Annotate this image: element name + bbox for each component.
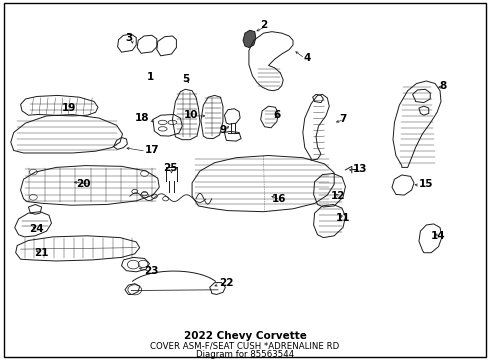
Text: 22: 22 xyxy=(220,278,234,288)
Text: 25: 25 xyxy=(163,163,178,174)
Text: 24: 24 xyxy=(29,224,44,234)
Text: 6: 6 xyxy=(273,110,280,120)
Text: 23: 23 xyxy=(144,266,158,276)
Text: 4: 4 xyxy=(304,53,311,63)
Text: 8: 8 xyxy=(440,81,447,91)
Text: 16: 16 xyxy=(272,194,287,204)
Text: COVER ASM-F/SEAT CUSH *ADRENALINE RD: COVER ASM-F/SEAT CUSH *ADRENALINE RD xyxy=(150,341,340,350)
Polygon shape xyxy=(243,30,256,48)
Text: 5: 5 xyxy=(183,74,190,84)
Text: 13: 13 xyxy=(353,164,368,174)
Text: 15: 15 xyxy=(419,179,434,189)
Text: Diagram for 85563544: Diagram for 85563544 xyxy=(196,350,294,359)
Text: 20: 20 xyxy=(76,179,91,189)
Text: 7: 7 xyxy=(339,114,347,124)
Text: 2022 Chevy Corvette: 2022 Chevy Corvette xyxy=(184,330,306,341)
Text: 10: 10 xyxy=(184,110,198,120)
Text: 3: 3 xyxy=(125,33,132,43)
Text: 1: 1 xyxy=(147,72,154,82)
Text: 17: 17 xyxy=(145,145,159,156)
Text: 12: 12 xyxy=(331,191,345,201)
Text: 21: 21 xyxy=(34,248,49,258)
Text: 11: 11 xyxy=(336,213,350,223)
Text: 18: 18 xyxy=(135,113,149,123)
Text: 19: 19 xyxy=(61,103,76,113)
Text: 2: 2 xyxy=(260,20,267,30)
Text: 9: 9 xyxy=(220,125,226,135)
Text: 14: 14 xyxy=(431,231,446,241)
